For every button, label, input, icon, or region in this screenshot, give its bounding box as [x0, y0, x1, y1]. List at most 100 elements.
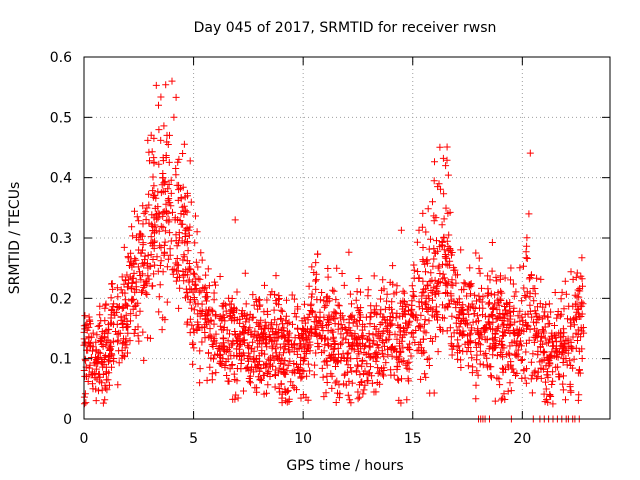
data-point	[383, 297, 391, 305]
data-point	[302, 350, 310, 358]
data-point	[383, 290, 391, 298]
data-point	[253, 343, 261, 351]
data-point	[148, 211, 156, 219]
data-point	[543, 396, 550, 404]
data-point	[410, 293, 418, 300]
data-point	[127, 317, 134, 325]
data-point	[212, 330, 220, 338]
data-point	[520, 327, 528, 335]
data-point	[123, 271, 131, 279]
data-point	[425, 362, 433, 369]
data-point	[297, 394, 305, 402]
data-point	[192, 300, 200, 308]
data-point	[403, 396, 411, 404]
data-point	[365, 330, 373, 338]
data-point	[362, 313, 370, 321]
data-point	[456, 329, 464, 337]
data-point	[151, 229, 158, 237]
data-point	[96, 302, 104, 310]
data-point	[275, 364, 283, 372]
data-point	[507, 320, 515, 328]
data-point	[173, 242, 181, 250]
data-point	[541, 334, 549, 342]
data-point	[473, 297, 480, 305]
data-point	[320, 358, 328, 366]
data-point	[575, 347, 583, 355]
data-point	[369, 339, 377, 347]
data-point	[516, 264, 524, 272]
data-point	[96, 311, 104, 319]
data-point	[201, 315, 209, 323]
data-point	[185, 231, 193, 239]
data-point	[555, 373, 563, 381]
data-point	[292, 313, 300, 321]
data-point	[538, 357, 546, 365]
data-point	[335, 394, 343, 402]
data-point	[277, 360, 285, 367]
data-point	[447, 340, 455, 348]
data-point	[354, 336, 362, 343]
data-point	[107, 294, 115, 302]
data-point	[216, 273, 224, 280]
data-point	[380, 353, 388, 361]
data-point	[166, 229, 174, 237]
data-point	[324, 273, 332, 281]
data-point	[227, 300, 235, 308]
data-point	[157, 93, 165, 101]
data-point	[554, 311, 562, 319]
data-point	[135, 230, 143, 238]
data-point	[325, 311, 333, 319]
data-point	[349, 319, 357, 327]
data-point	[399, 297, 407, 305]
data-point	[393, 282, 401, 290]
data-point	[381, 342, 388, 350]
data-point	[409, 329, 417, 336]
data-point	[167, 202, 175, 210]
data-point	[499, 332, 507, 340]
data-point	[101, 396, 109, 404]
data-point	[405, 377, 413, 385]
data-point	[172, 165, 180, 172]
data-point	[425, 317, 433, 325]
x-tick-label: 20	[513, 431, 531, 447]
data-point	[134, 263, 142, 271]
data-point	[455, 323, 463, 331]
data-point	[567, 338, 575, 346]
data-point	[283, 296, 290, 304]
data-point	[430, 217, 438, 225]
data-point	[440, 215, 448, 223]
data-point	[101, 317, 109, 325]
data-point	[368, 379, 376, 387]
data-point	[559, 380, 567, 388]
data-point	[359, 356, 367, 364]
data-point	[273, 321, 281, 329]
data-point	[552, 353, 560, 361]
data-point	[179, 256, 187, 264]
data-point	[260, 390, 268, 398]
data-point	[565, 302, 573, 310]
data-point	[254, 373, 262, 381]
data-point	[275, 295, 282, 303]
data-point	[166, 245, 174, 253]
data-point	[177, 195, 185, 203]
data-point	[312, 259, 320, 267]
data-point	[497, 396, 505, 404]
data-point	[563, 361, 571, 369]
data-point	[177, 184, 184, 192]
data-point	[518, 297, 526, 305]
data-point	[448, 345, 456, 353]
data-point	[113, 330, 121, 338]
data-point	[138, 287, 146, 295]
data-point	[479, 293, 487, 301]
data-point	[203, 289, 211, 296]
data-point	[155, 308, 163, 316]
data-point	[293, 386, 300, 394]
data-point	[378, 286, 386, 294]
data-point	[186, 157, 194, 165]
data-point	[522, 348, 530, 356]
data-point	[219, 334, 227, 342]
data-point	[246, 372, 254, 380]
data-point	[277, 315, 285, 323]
data-point	[542, 378, 549, 386]
